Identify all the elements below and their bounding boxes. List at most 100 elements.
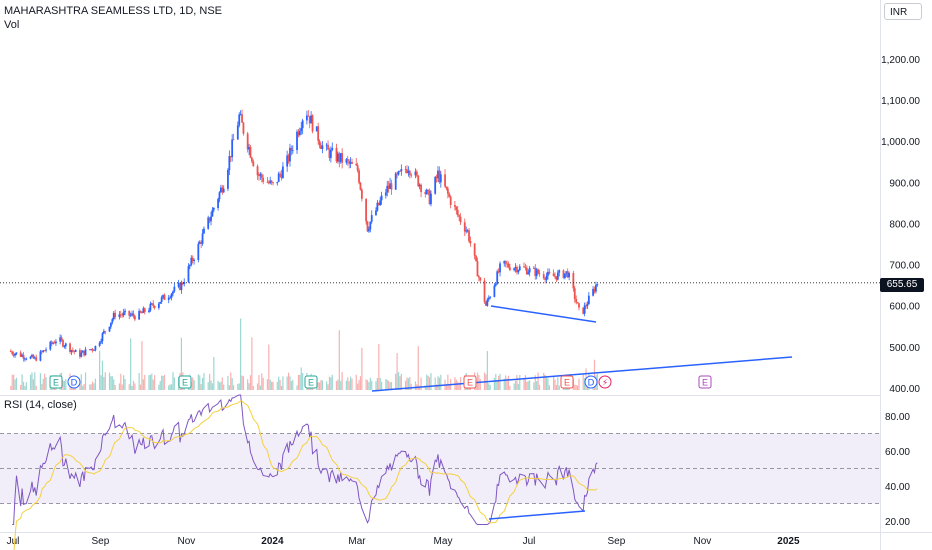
candle-body [339,153,342,162]
candle-body [83,350,86,356]
earnings-badge [49,375,63,389]
candle-body [279,173,281,175]
candle-body [514,267,517,269]
volume-bar [406,377,408,390]
volume-bar [331,374,333,390]
volume-bar [201,377,204,390]
volume-bar [488,383,490,390]
candle-body [172,291,174,294]
candle-body [338,153,341,162]
volume-bar [151,373,153,390]
volume-bar [289,376,291,390]
dividend-letter: D [71,379,78,389]
volume-bar [249,375,252,390]
candle-body [251,157,253,162]
dividend-marker: D [67,375,81,389]
candle-body [466,230,469,232]
candle-body [98,342,101,346]
symbol-title[interactable]: MAHARASHTRA SEAMLESS LTD, 1D, NSE [4,5,223,17]
candle-body [437,170,439,179]
candle-body [242,122,245,134]
candle-body [380,195,383,201]
volume-bar [378,343,380,390]
volume-bar [335,381,338,390]
candle-body [112,312,115,320]
volume-bar [24,385,26,390]
volume-bar [41,383,43,390]
candle-body [445,186,448,189]
volume-bar [430,373,432,390]
volume-bar [516,374,518,390]
candle-body [516,267,518,273]
volume-bar [317,382,319,390]
candle-body [356,165,359,171]
candle-body [62,340,64,347]
volume-bar [278,376,280,390]
earnings-badge [304,375,318,389]
candle-body [417,175,420,187]
volume-bar [149,374,151,390]
volume-bar [476,372,479,390]
candle-body [267,182,270,184]
price-axis-tick: 400.00 [889,384,920,395]
volume-bar [15,377,18,390]
volume-bar [414,381,417,390]
candle-body [307,115,310,117]
volume-label[interactable]: Vol [4,19,20,31]
volume-bar [524,375,527,390]
candle-body [360,189,363,199]
candle-body [81,350,84,353]
volume-bar [404,380,407,390]
candle-body [200,241,203,244]
candle-body [320,145,322,149]
dividend-marker: D [584,375,598,389]
rsi-label[interactable]: RSI (14, close) [4,399,77,411]
volume-bar [345,380,347,390]
volume-bar [14,379,16,390]
candle-body [238,114,241,126]
volume-bar [213,357,215,390]
candle-body [15,352,18,354]
volume-bar [280,385,283,390]
volume-bar [426,374,428,390]
candle-body [582,307,585,314]
volume-bar [21,374,23,390]
volume-bar [35,385,37,390]
candle-body [465,230,468,232]
candle-body [528,268,531,273]
candle-body [173,286,176,292]
candle-body [534,268,537,277]
candle-body [359,182,362,190]
volume-bar [327,384,329,390]
candle-body [555,276,558,280]
volume-bar [258,375,260,390]
volume-bar [385,379,387,390]
volume-bar [509,385,511,390]
candle-body [219,187,222,193]
volume-bar [400,373,402,390]
earnings-marker: E [560,375,574,389]
currency-selector[interactable]: INR [884,3,922,20]
candle-body [148,310,150,313]
candle-body [153,305,156,308]
earnings-letter: E [53,378,59,388]
volume-bar [148,375,150,390]
time-axis-label: Jul [523,536,536,547]
candle-body [300,128,303,131]
candle-body [509,267,511,271]
candle-body [129,314,132,316]
volume-bar [386,379,388,390]
volume-bar [163,374,166,390]
volume-bar [139,384,142,390]
volume-bar [220,381,222,390]
candle-body [469,241,472,244]
volume-bar [558,385,560,390]
volume-bar [292,379,294,390]
candle-body [396,173,399,175]
candle-body [80,352,83,357]
candlesticks [9,109,599,362]
candle-body [49,341,52,350]
candle-body [296,131,298,151]
volume-bar [457,381,459,390]
